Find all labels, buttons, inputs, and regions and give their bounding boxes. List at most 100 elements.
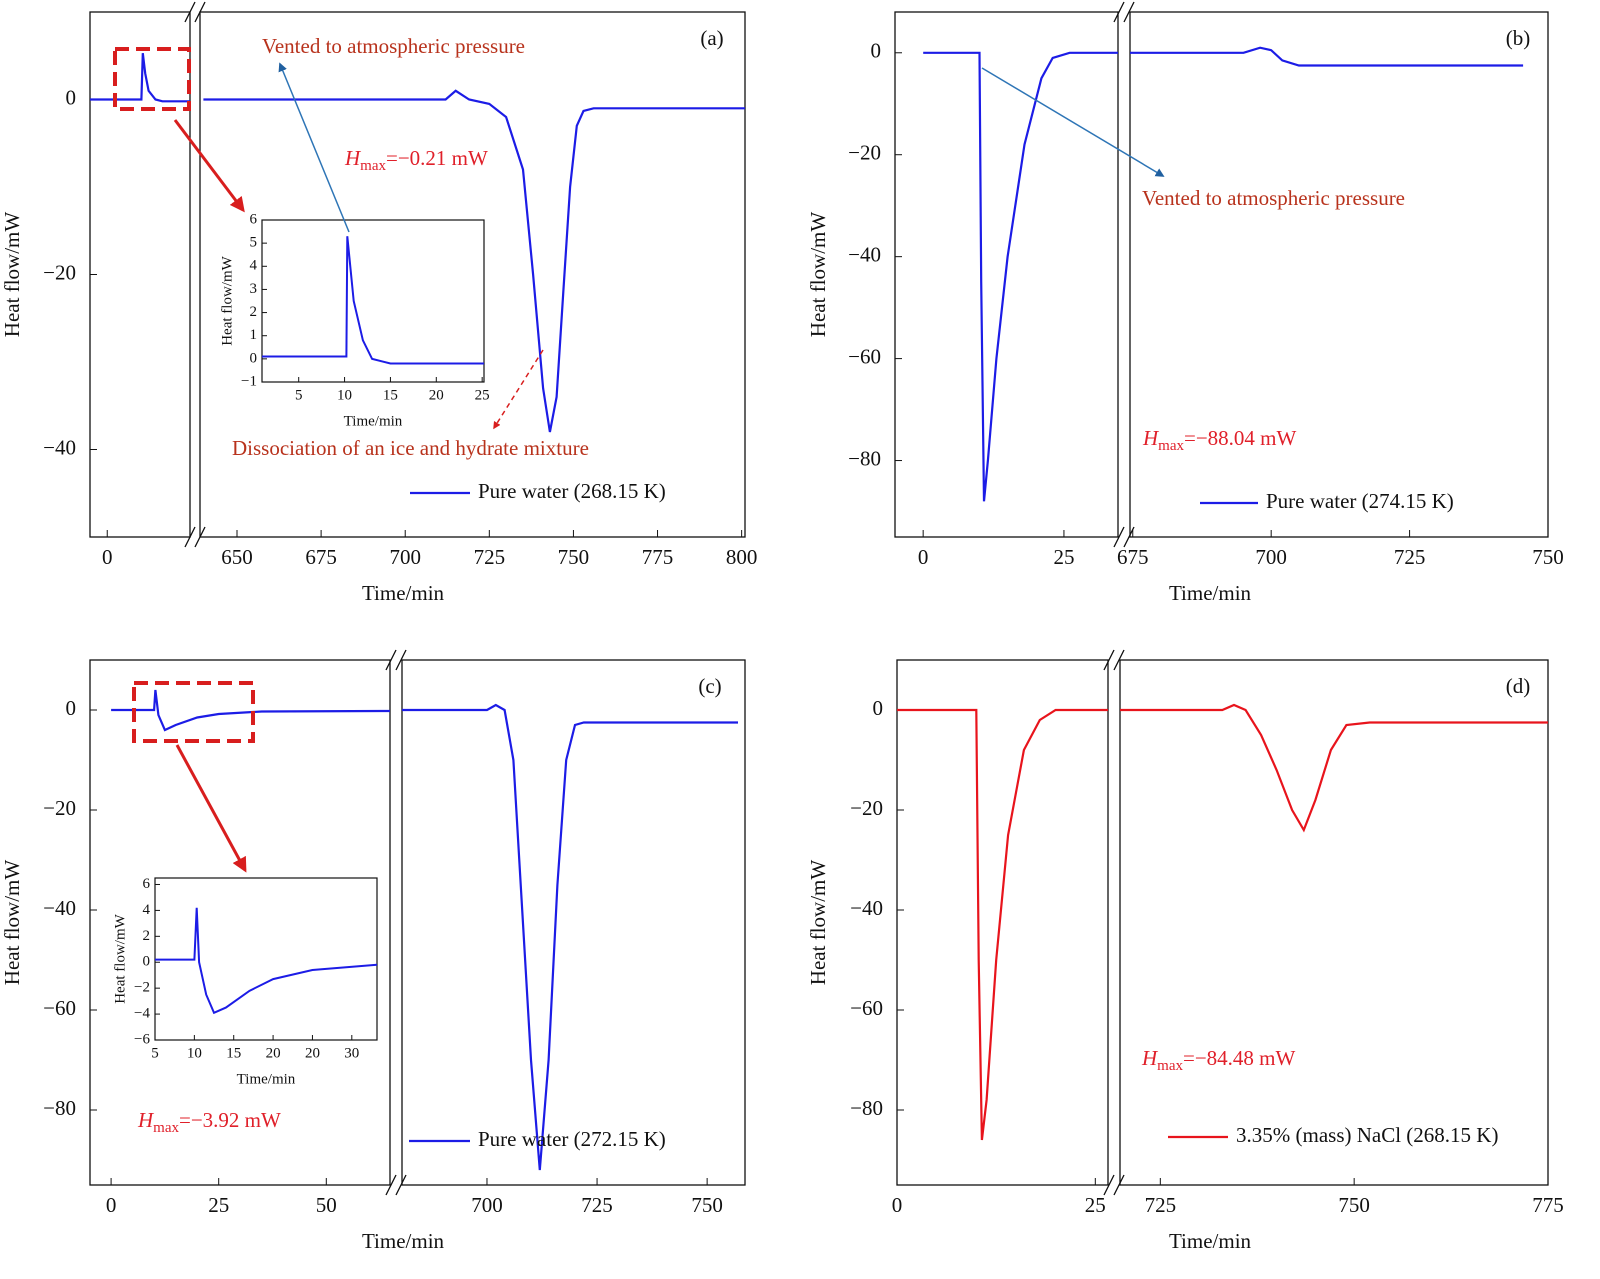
hmax-symbol: H <box>1141 1046 1159 1070</box>
plot-frame <box>401 659 746 1186</box>
y-tick-label: 0 <box>66 85 77 109</box>
break-gap <box>1110 650 1118 670</box>
hmax-subscript: max <box>1158 438 1184 454</box>
inset-y-tick-label: 0 <box>250 350 258 366</box>
plot-frame <box>894 11 1119 538</box>
break-mark <box>194 526 206 548</box>
break-gap <box>191 2 199 22</box>
break-mark <box>1113 1 1125 23</box>
inset-y-tick-label: −4 <box>134 1006 150 1022</box>
data-line <box>402 703 738 1171</box>
inset-y-tick-label: 6 <box>250 211 258 227</box>
inset-data-line <box>155 907 378 1015</box>
zoom-arrow <box>173 119 245 213</box>
inset-frame <box>261 219 485 383</box>
plot-frame <box>89 11 191 538</box>
x-tick-label: 25 <box>1053 545 1074 569</box>
hmax-symbol: H <box>1142 426 1160 450</box>
hmax-text: =−0.21 mW <box>386 146 488 170</box>
y-axis-label: Heat flow/mW <box>0 212 24 338</box>
inset-x-tick-label: 20 <box>266 1045 281 1061</box>
x-tick-label: 700 <box>1255 545 1287 569</box>
inset-x-tick-label: 5 <box>295 387 303 403</box>
y-tick-label: 0 <box>66 696 77 720</box>
y-tick-label: −80 <box>43 1096 76 1120</box>
x-tick-label: 0 <box>106 1193 117 1217</box>
x-tick-label: 700 <box>471 1193 503 1217</box>
x-axis-label: Time/min <box>1169 1229 1252 1253</box>
x-tick-label: 775 <box>642 545 674 569</box>
hmax-symbol: H <box>344 146 362 170</box>
break-mark <box>1123 1 1135 23</box>
x-tick-label: 700 <box>389 545 421 569</box>
break-mark <box>395 1174 407 1196</box>
plot-frame <box>1119 659 1549 1186</box>
x-tick-label: 0 <box>102 545 113 569</box>
hmax-annotation: Hmax=−84.48 mW <box>1141 1046 1296 1075</box>
hmax-text: =−88.04 mW <box>1184 426 1297 450</box>
inset-y-tick-label: 4 <box>250 258 258 274</box>
legend-label: Pure water (272.15 K) <box>478 1127 666 1151</box>
legend-label: 3.35% (mass) NaCl (268.15 K) <box>1236 1123 1498 1147</box>
x-tick-label: 25 <box>208 1193 229 1217</box>
x-tick-label: 725 <box>1145 1193 1177 1217</box>
plot-frame <box>1129 11 1549 538</box>
x-tick-label: 725 <box>474 545 506 569</box>
data-line <box>1120 703 1548 833</box>
inset-y-tick-label: 6 <box>143 876 151 892</box>
inset-y-axis-label: Heat flow/mW <box>219 255 235 345</box>
hmax-symbol: H <box>137 1108 155 1132</box>
y-tick-label: −80 <box>848 446 881 470</box>
zoom-box <box>132 681 255 743</box>
x-tick-label: 750 <box>558 545 590 569</box>
hmax-text: =−84.48 mW <box>1183 1046 1296 1070</box>
break-mark <box>385 649 397 671</box>
legend-label: Pure water (274.15 K) <box>1266 489 1454 513</box>
x-tick-label: 750 <box>1338 1193 1370 1217</box>
break-mark <box>1123 526 1135 548</box>
break-mark <box>184 1 196 23</box>
inset-x-axis-label: Time/min <box>237 1071 296 1087</box>
y-tick-label: −20 <box>850 796 883 820</box>
data-line <box>90 52 190 103</box>
y-tick-label: −40 <box>848 242 881 266</box>
break-mark <box>395 649 407 671</box>
plot-frame <box>89 659 391 1186</box>
y-tick-label: 0 <box>871 39 882 63</box>
inset-data-line <box>262 236 484 365</box>
hmax-subscript: max <box>1157 1058 1183 1074</box>
y-tick-label: 0 <box>873 696 884 720</box>
x-tick-label: 800 <box>726 545 758 569</box>
legend-label: Pure water (268.15 K) <box>478 479 666 503</box>
x-tick-label: 675 <box>305 545 337 569</box>
inset-y-tick-label: 1 <box>250 327 258 343</box>
break-gap <box>392 1175 400 1195</box>
break-gap <box>191 527 199 547</box>
y-tick-label: −60 <box>850 996 883 1020</box>
x-tick-label: 675 <box>1117 545 1149 569</box>
x-tick-label: 25 <box>1085 1193 1106 1217</box>
annotation-arrow <box>493 349 544 430</box>
y-tick-label: −20 <box>43 260 76 284</box>
data-line <box>923 51 1118 502</box>
break-gap <box>1110 1175 1118 1195</box>
panel-label: (a) <box>700 26 723 50</box>
y-tick-label: −40 <box>850 896 883 920</box>
inset-x-tick-label: 5 <box>151 1045 159 1061</box>
inset-y-tick-label: 0 <box>143 954 151 970</box>
panel-label: (d) <box>1506 674 1531 698</box>
inset-x-tick-label: 30 <box>344 1045 359 1061</box>
break-mark <box>1113 526 1125 548</box>
hmax-annotation: Hmax=−88.04 mW <box>1142 426 1297 455</box>
y-tick-label: −20 <box>848 141 881 165</box>
x-tick-label: 750 <box>1532 545 1564 569</box>
zoom-arrow <box>175 744 247 873</box>
inset-x-tick-label: 20 <box>429 387 444 403</box>
x-tick-label: 0 <box>892 1193 903 1217</box>
annotation: Vented to atmospheric pressure <box>262 34 525 58</box>
zoom-box <box>113 47 191 111</box>
hmax-subscript: max <box>360 158 386 174</box>
data-line <box>203 89 745 433</box>
break-mark <box>1103 1174 1115 1196</box>
